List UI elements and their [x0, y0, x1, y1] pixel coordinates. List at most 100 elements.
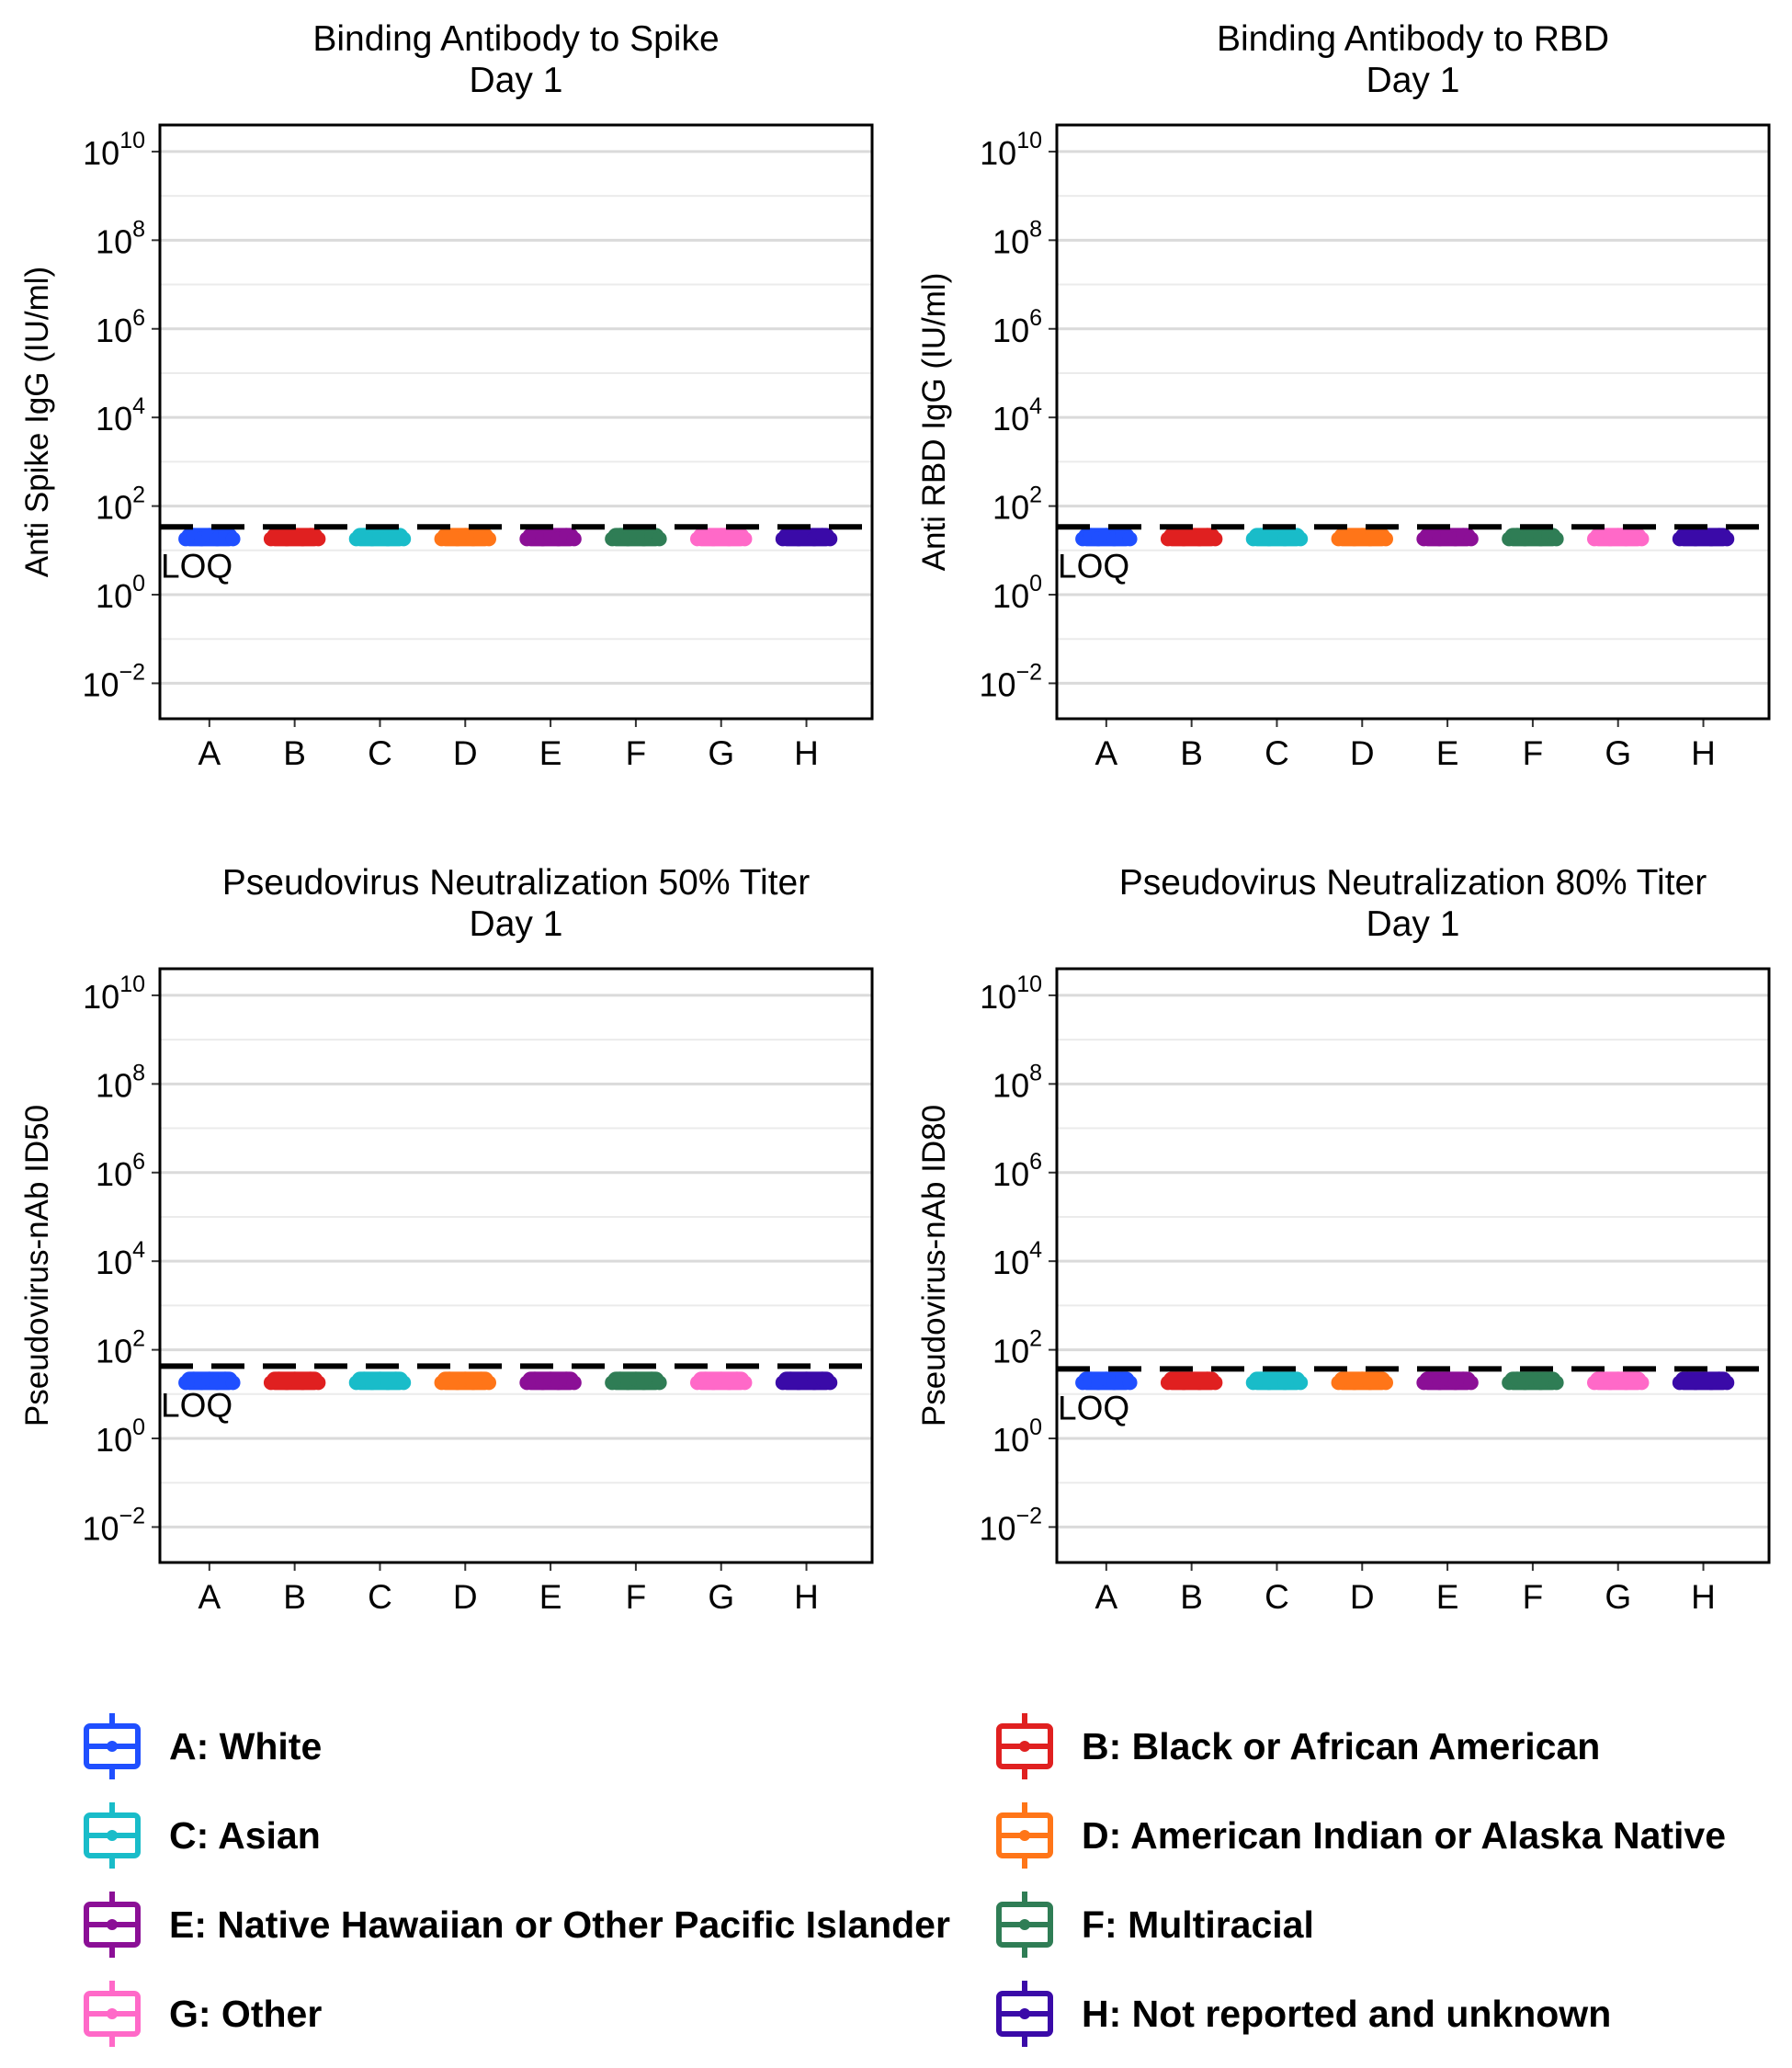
- panel-border: [1055, 967, 1771, 1564]
- y-tick-label: 1010: [83, 972, 145, 1016]
- y-tick-label: 104: [992, 393, 1042, 437]
- chart-subtitle: Day 1: [1367, 61, 1460, 100]
- x-tick-label-D: D: [453, 734, 478, 772]
- data-point-E: [566, 531, 582, 547]
- chart-subtitle: Day 1: [470, 61, 563, 100]
- y-tick-label: 106: [992, 305, 1042, 349]
- x-tick-label-C: C: [1265, 734, 1289, 772]
- y-tick-label: 10−2: [979, 1503, 1042, 1547]
- legend-label: C: Asian: [169, 1813, 321, 1857]
- data-point-B: [1208, 531, 1223, 547]
- data-point-C: [1293, 1375, 1309, 1391]
- chart-subtitle: Day 1: [1367, 904, 1460, 944]
- data-point-G: [1634, 531, 1650, 547]
- data-point-B: [311, 531, 326, 547]
- data-point-D: [1378, 531, 1394, 547]
- y-tick-label: 102: [992, 1326, 1042, 1370]
- data-point-D: [482, 1375, 497, 1391]
- x-tick-label-B: B: [1180, 734, 1203, 772]
- legend-item-B: B: Black or African American: [988, 1710, 1600, 1783]
- y-tick-label: 108: [992, 1060, 1042, 1104]
- x-tick-label-E: E: [1436, 734, 1459, 772]
- legend-item-E: E: Native Hawaiian or Other Pacific Isla…: [75, 1888, 950, 1961]
- data-point-B: [311, 1375, 326, 1391]
- data-point-D: [482, 531, 497, 547]
- x-tick-label-F: F: [626, 734, 647, 772]
- chart-panel-3: Pseudovirus Neutralization 50% TiterDay …: [19, 863, 874, 1616]
- x-tick-label-F: F: [1523, 1578, 1544, 1616]
- data-point-C: [1293, 531, 1309, 547]
- legend-item-G: G: Other: [75, 1977, 322, 2051]
- data-point-G: [1634, 1375, 1650, 1391]
- x-tick-label-C: C: [368, 734, 392, 772]
- y-tick-label: 104: [992, 1237, 1042, 1281]
- data-point-H: [822, 531, 838, 547]
- data-point-B: [1208, 1375, 1223, 1391]
- legend-key-D: [996, 1802, 1053, 1869]
- y-tick-label: 100: [992, 571, 1042, 615]
- panel-border: [1055, 123, 1771, 721]
- y-tick-label: 108: [992, 216, 1042, 260]
- legend-key-E: [84, 1892, 141, 1958]
- x-tick-label-H: H: [794, 1578, 819, 1616]
- y-tick-label: 106: [96, 1149, 145, 1193]
- legend-item-F: F: Multiracial: [988, 1888, 1314, 1961]
- data-point-E: [566, 1375, 582, 1391]
- x-tick-label-G: G: [1605, 734, 1631, 772]
- data-point-A: [1122, 1375, 1138, 1391]
- panel-border: [158, 967, 874, 1564]
- data-point-C: [396, 531, 412, 547]
- legend-label: E: Native Hawaiian or Other Pacific Isla…: [169, 1903, 950, 1946]
- x-tick-label-G: G: [1605, 1578, 1631, 1616]
- panel-border: [158, 123, 874, 721]
- y-tick-label: 10−2: [979, 659, 1042, 703]
- x-tick-label-E: E: [1436, 1578, 1459, 1616]
- data-point-A: [225, 531, 241, 547]
- legend-label: D: American Indian or Alaska Native: [1082, 1813, 1727, 1857]
- x-tick-label-B: B: [1180, 1578, 1203, 1616]
- legend-label: A: White: [169, 1724, 323, 1767]
- loq-label: LOQ: [161, 547, 233, 585]
- x-tick-label-G: G: [708, 1578, 734, 1616]
- x-tick-label-D: D: [1350, 734, 1375, 772]
- data-point-F: [652, 531, 667, 547]
- legend-item-C: C: Asian: [75, 1799, 321, 1872]
- x-tick-label-A: A: [198, 1578, 221, 1616]
- data-point-G: [737, 1375, 753, 1391]
- y-tick-label: 104: [96, 1237, 145, 1281]
- y-tick-label: 106: [96, 305, 145, 349]
- x-tick-label-C: C: [368, 1578, 392, 1616]
- x-tick-label-H: H: [1691, 734, 1716, 772]
- chart-panel-4: Pseudovirus Neutralization 80% TiterDay …: [916, 863, 1771, 1616]
- x-tick-label-E: E: [539, 1578, 562, 1616]
- loq-label: LOQ: [1058, 547, 1129, 585]
- y-tick-label: 10−2: [82, 659, 145, 703]
- data-point-C: [396, 1375, 412, 1391]
- data-point-H: [1719, 1375, 1735, 1391]
- x-tick-label-A: A: [1094, 734, 1117, 772]
- legend-item-A: A: White: [75, 1710, 322, 1783]
- y-tick-label: 100: [992, 1415, 1042, 1459]
- y-tick-label: 1010: [83, 128, 145, 172]
- x-tick-label-E: E: [539, 734, 562, 772]
- loq-label: LOQ: [161, 1386, 233, 1424]
- y-tick-label: 102: [96, 483, 145, 527]
- legend-key-H: [996, 1981, 1053, 2047]
- legend-label: H: Not reported and unknown: [1082, 1992, 1612, 2035]
- y-tick-label: 1010: [980, 128, 1042, 172]
- data-point-F: [652, 1375, 667, 1391]
- data-point-F: [1548, 1375, 1564, 1391]
- y-tick-label: 10−2: [82, 1503, 145, 1547]
- x-tick-label-H: H: [1691, 1578, 1716, 1616]
- y-tick-label: 100: [96, 1415, 145, 1459]
- chart-title: Pseudovirus Neutralization 80% Titer: [1119, 863, 1707, 903]
- loq-label: LOQ: [1058, 1389, 1129, 1426]
- y-axis-label: Pseudovirus-nAb ID50: [19, 1105, 55, 1426]
- y-tick-label: 108: [96, 216, 145, 260]
- y-tick-label: 104: [96, 393, 145, 437]
- legend-key-B: [996, 1713, 1053, 1779]
- legend-label: F: Multiracial: [1082, 1903, 1314, 1946]
- data-point-H: [822, 1375, 838, 1391]
